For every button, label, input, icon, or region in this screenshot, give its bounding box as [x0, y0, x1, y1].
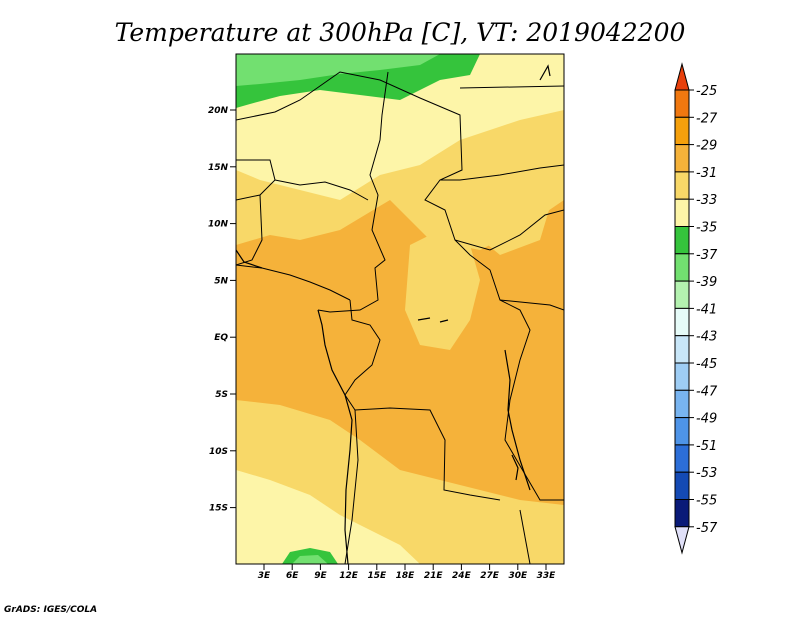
- colorbar: -25 -27 -29 -31 -33 -35 -37 -39 -41 -43 -45 -47 -49 -…: [674, 62, 718, 555]
- colorbar-label: -47: [696, 384, 718, 399]
- lon-tick-label: 30E: [508, 571, 528, 581]
- colorbar-label: -41: [696, 302, 717, 317]
- lon-tick-label: 6E: [286, 571, 299, 581]
- colorbar-swatch: [674, 198, 690, 227]
- lon-tick-label: 24E: [452, 571, 472, 581]
- lat-tick-label: 15N: [208, 163, 229, 173]
- map-frame: [235, 53, 565, 565]
- colorbar-swatch: [674, 116, 690, 146]
- colorbar-swatch: [674, 471, 690, 501]
- colorbar-label: -55: [696, 494, 717, 509]
- field-band-37-north: [236, 54, 440, 86]
- lon-tick-label: 15E: [367, 571, 387, 581]
- lat-tick-label: 5N: [214, 276, 228, 286]
- colorbar-top-arrow: [674, 62, 690, 91]
- colorbar-swatch: [674, 499, 690, 528]
- colorbar-label: -33: [696, 193, 717, 208]
- lat-tick-label: 5S: [215, 390, 228, 400]
- lat-tick-label: 10N: [208, 220, 229, 230]
- lat-tick-label: 20N: [208, 106, 229, 116]
- colorbar-bottom-arrow: [674, 526, 690, 555]
- colorbar-swatch: [674, 362, 690, 391]
- colorbar-swatch: [674, 335, 690, 364]
- colorbar-swatch: [674, 417, 690, 446]
- colorbar-swatch: [674, 280, 690, 309]
- colorbar-label: -35: [696, 221, 717, 236]
- colorbar-label: -27: [696, 111, 718, 126]
- field-band-33-north: [236, 54, 564, 200]
- colorbar-label: -57: [696, 521, 718, 536]
- field-patch-central: [405, 230, 480, 350]
- colorbar-swatch: [674, 389, 690, 419]
- lon-tick-label: 9E: [314, 571, 327, 581]
- colorbar-label: -45: [696, 357, 717, 372]
- lon-tick-label: 27E: [480, 571, 500, 581]
- field-band-37-south: [292, 555, 328, 564]
- colorbar-swatch: [674, 89, 690, 118]
- lon-tick-label: 21E: [424, 571, 444, 581]
- lon-tick-label: 3E: [258, 571, 271, 581]
- colorbar-label: -51: [696, 439, 717, 454]
- lat-tick-label: 15S: [209, 504, 228, 514]
- lat-tick-label: 10S: [209, 447, 228, 457]
- latitude-axis: 20N 15N 10N 5N EQ 5S 10S 15S: [208, 106, 236, 514]
- colorbar-swatch: [674, 444, 690, 473]
- coastline: [236, 64, 551, 564]
- colorbar-swatch: [674, 253, 690, 282]
- field-patch-east: [460, 160, 555, 255]
- lat-tick-label: EQ: [214, 333, 228, 343]
- lon-tick-label: 33E: [537, 571, 557, 581]
- colorbar-label: -37: [696, 248, 718, 263]
- colorbar-swatch: [674, 171, 690, 200]
- lon-tick-label: 12E: [339, 571, 359, 581]
- colorbar-label: -39: [696, 275, 717, 290]
- colorbar-swatch: [674, 226, 690, 255]
- longitude-axis: 3E 6E 9E 12E 15E 18E 21E 24E 27E 30E 33E: [258, 564, 556, 581]
- colorbar-label: -31: [696, 166, 717, 181]
- colorbar-swatch: [674, 144, 690, 173]
- lon-tick-label: 18E: [396, 571, 416, 581]
- colorbar-label: -53: [696, 466, 717, 481]
- temperature-map: [235, 53, 565, 565]
- colorbar-label: -43: [696, 330, 717, 345]
- field-band-33-south: [236, 470, 420, 564]
- chart-title: Temperature at 300hPa [C], VT: 201904220…: [115, 18, 686, 47]
- colorbar-swatch: [674, 307, 690, 337]
- colorbar-label: -29: [696, 139, 717, 154]
- colorbar-label: -25: [696, 84, 717, 99]
- colorbar-label: -49: [696, 412, 717, 427]
- country-borders: [236, 71, 564, 564]
- credit-text: GrADS: IGES/COLA: [4, 605, 97, 615]
